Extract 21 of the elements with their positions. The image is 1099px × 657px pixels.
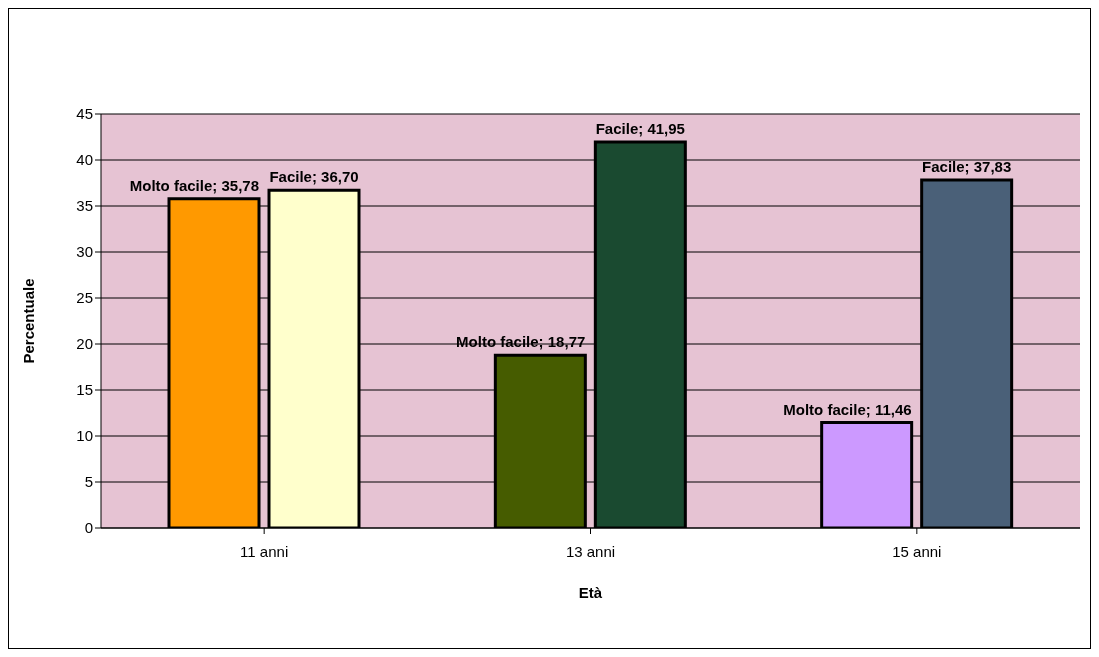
data-label: Facile; 36,70 [269,168,359,186]
y-tick-label: 20 [76,335,93,353]
y-tick-label: 30 [76,243,93,261]
y-tick-label: 40 [76,151,93,169]
y-tick-label: 45 [76,105,93,123]
y-tick-label: 25 [76,289,93,307]
y-axis-title: Percentuale [20,278,38,364]
data-label: Molto facile; 18,77 [456,333,586,351]
y-tick-label: 15 [76,381,93,399]
data-label: Molto facile; 11,46 [783,400,912,418]
x-tick-label: 13 anni [565,542,616,560]
y-tick-label: 0 [84,519,93,537]
data-label: Facile; 37,83 [922,157,1012,175]
x-axis-title: Età [578,584,603,601]
y-tick-label: 5 [84,473,93,491]
data-label: Facile; 41,95 [595,120,685,138]
x-tick-label: 15 anni [892,542,942,560]
x-tick-label: 11 anni [240,542,289,560]
y-tick-label: 35 [76,197,93,215]
data-label: Molto facile; 35,78 [129,176,259,194]
y-tick-label: 10 [76,427,93,445]
